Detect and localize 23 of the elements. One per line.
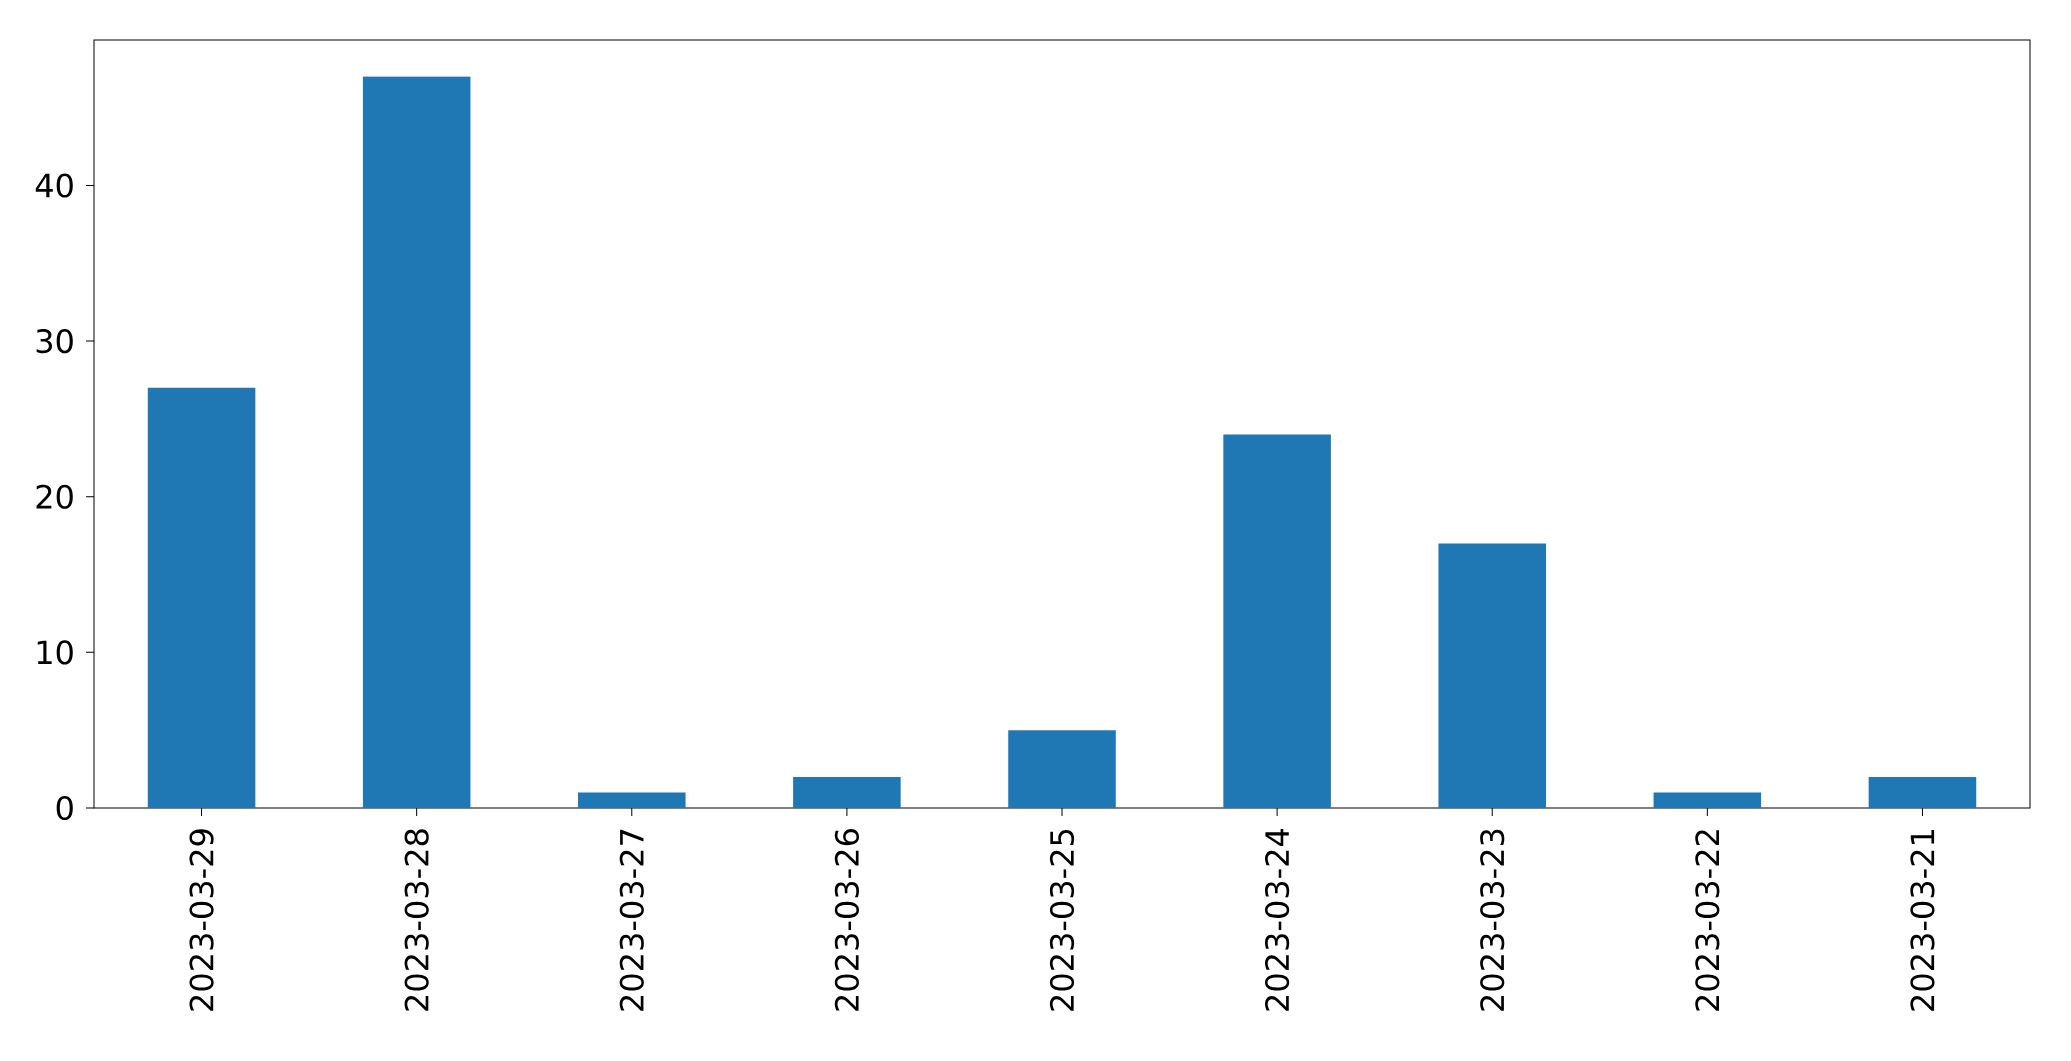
- bar: [1868, 776, 1977, 808]
- bar: [147, 387, 256, 808]
- x-tick-label: 2023-03-22: [1695, 830, 1720, 1011]
- bar: [1008, 730, 1116, 808]
- x-tick-label: 2023-03-21: [1910, 830, 1935, 1011]
- y-tick-label: 20: [36, 484, 73, 509]
- y-tick-label: 0: [56, 795, 73, 821]
- bar: [1223, 434, 1331, 808]
- x-tick-label: 2023-03-26: [834, 829, 859, 1011]
- x-tick-label: 2023-03-25: [1049, 829, 1075, 1011]
- y-tick-label: 30: [36, 329, 73, 354]
- x-tick-label: 2023-03-27: [619, 829, 644, 1011]
- bar: [362, 76, 471, 808]
- bar: [1653, 792, 1762, 808]
- x-tick-label: 2023-03-23: [1480, 829, 1505, 1011]
- bar: [793, 776, 901, 808]
- y-tick-label: 10: [37, 640, 73, 665]
- x-tick-label: 2023-03-28: [404, 829, 429, 1011]
- x-tick-label: 2023-03-29: [189, 829, 214, 1011]
- y-tick-label: 40: [35, 173, 73, 198]
- x-tick-label: 2023-03-24: [1265, 828, 1290, 1011]
- bar: [578, 792, 686, 808]
- bar: [1438, 543, 1547, 808]
